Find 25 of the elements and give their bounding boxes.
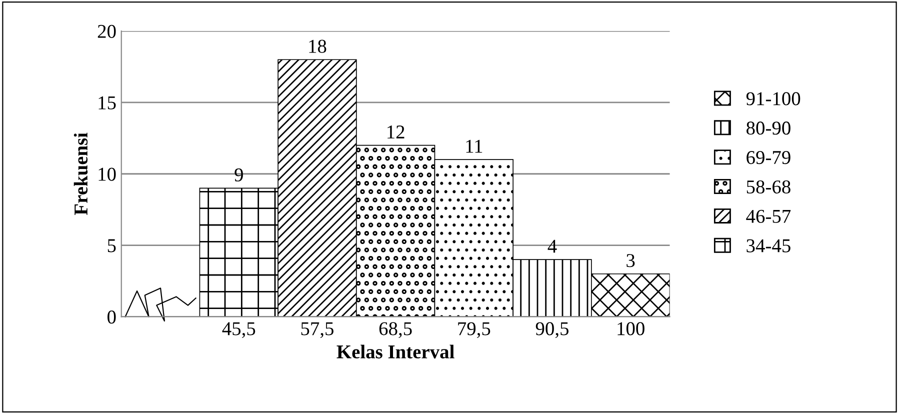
legend-label: 80-90	[746, 122, 790, 135]
x-tick-label: 90,5	[536, 322, 568, 338]
data-label: 12	[388, 126, 404, 138]
y-tick-label: 0	[108, 310, 116, 324]
data-label: 4	[548, 240, 557, 253]
data-label: 11	[466, 140, 482, 153]
y-tick-label: 15	[98, 96, 116, 110]
data-label: 18	[309, 40, 326, 53]
y-axis-title: Frekuensi	[74, 132, 88, 215]
legend-label: 69-79	[746, 151, 790, 164]
x-tick-label: 79,5	[458, 322, 490, 338]
legend-label: 91-100	[746, 92, 800, 106]
y-tick-label: 5	[108, 239, 116, 252]
legend-label: 58-68	[746, 180, 790, 194]
y-tick-label: 10	[98, 168, 116, 181]
x-axis-title: Kelas Interval	[336, 344, 454, 358]
x-tick-label: 100	[618, 322, 644, 336]
x-tick-label: 68,5	[379, 322, 412, 338]
x-tick-label: 57,5	[301, 322, 334, 338]
legend-label: 46-57	[746, 210, 791, 223]
legend-label: 34-45	[746, 239, 790, 252]
data-label: 9	[234, 168, 243, 182]
x-tick-label: 45,5	[222, 322, 256, 338]
y-tick-label: 20	[98, 24, 116, 38]
data-label: 3	[626, 254, 635, 268]
